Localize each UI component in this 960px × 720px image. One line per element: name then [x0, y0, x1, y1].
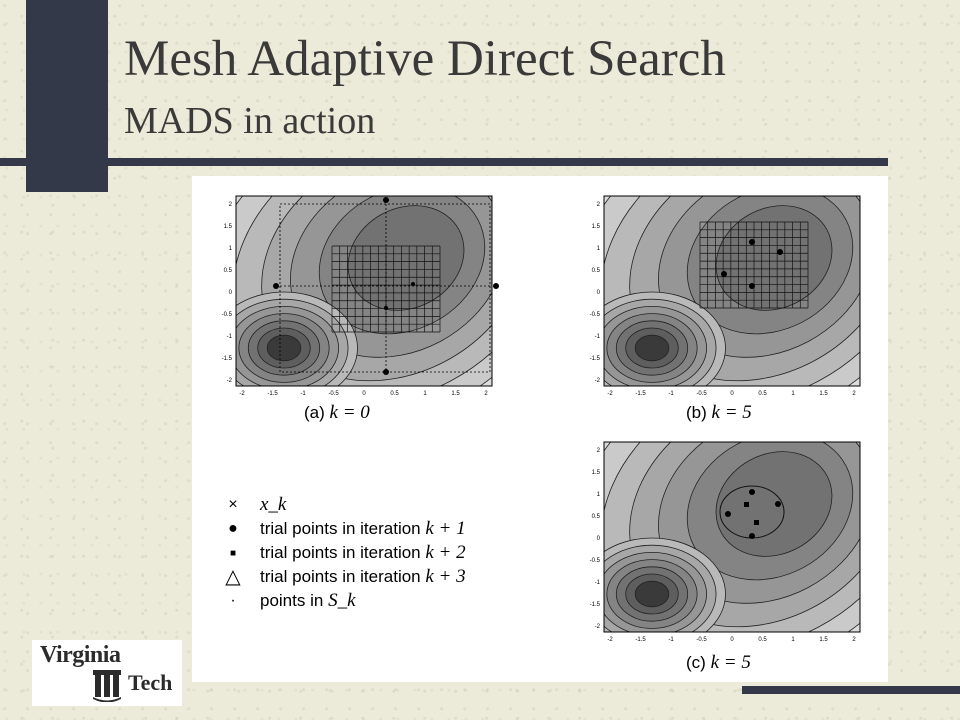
x-tick-label: 2 [852, 391, 856, 397]
y-tick-label: -1.5 [222, 356, 233, 362]
y-tick-label: 2 [597, 202, 601, 208]
trial-point [493, 283, 499, 289]
y-tick-label: 1 [597, 492, 601, 498]
y-tick-label: -0.5 [590, 312, 601, 318]
y-tick-label: 1 [229, 246, 233, 252]
triangle-icon: △ [225, 566, 241, 588]
x-tick-label: -1.5 [267, 391, 278, 397]
x-tick-label: 2 [484, 391, 488, 397]
y-tick-label: 2 [229, 202, 233, 208]
x-tick-label: 0.5 [758, 637, 767, 643]
y-tick-label: -1.5 [590, 356, 601, 362]
cross-icon: × [228, 496, 238, 513]
trial-point [775, 501, 781, 507]
x-tick-label: 1.5 [819, 637, 828, 643]
x-tick-label: -1.5 [635, 391, 646, 397]
y-tick-label: -1 [595, 580, 601, 586]
caption-a: (a) k = 0 [304, 402, 370, 423]
x-tick-label: -0.5 [328, 391, 339, 397]
y-tick-label: 0 [597, 290, 601, 296]
y-tick-label: -0.5 [222, 312, 233, 318]
trial-point [749, 533, 755, 539]
x-tick-label: -0.5 [696, 637, 707, 643]
y-tick-label: -1.5 [590, 602, 601, 608]
trial-point-k2 [744, 502, 749, 507]
panel-b: -2 -1.5 -1 -0.5 0 0.5 1 1.5 2 2 1.5 1 0.5 0 -0.5 -1 -1.5… [590, 195, 861, 397]
trial-point [725, 511, 731, 517]
y-tick-label: 0.5 [224, 268, 233, 274]
x-tick-label: 0 [730, 637, 734, 643]
y-tick-label: -0.5 [590, 558, 601, 564]
trial-point [721, 271, 727, 277]
y-tick-label: 1 [597, 246, 601, 252]
y-tick-label: -2 [595, 378, 601, 384]
x-tick-label: -2 [607, 391, 613, 397]
caption-c: (c) k = 5 [686, 652, 751, 673]
title-divider [0, 158, 888, 166]
y-tick-label: 2 [597, 448, 601, 454]
x-tick-label: 0 [362, 391, 366, 397]
panel-c: -2 -1.5 -1 -0.5 0 0.5 1 1.5 2 2 1.5 1 0.5 0 -0.5 -1 -1.5… [590, 441, 861, 643]
y-tick-label: 1.5 [224, 224, 233, 230]
trial-point [749, 489, 755, 495]
x-tick-label: 1.5 [819, 391, 828, 397]
x-tick-label: 1 [423, 391, 427, 397]
x-tick-label: 0.5 [758, 391, 767, 397]
y-tick-label: 0.5 [592, 268, 601, 274]
y-tick-label: 0 [229, 290, 233, 296]
x-tick-label: -2 [607, 637, 613, 643]
slide-subtitle: MADS in action [124, 100, 376, 142]
y-tick-label: 0 [597, 536, 601, 542]
filled-square-icon: ■ [229, 548, 237, 559]
trial-point-k2 [754, 520, 759, 525]
x-tick-label: 0.5 [390, 391, 399, 397]
trial-point [383, 197, 389, 203]
trial-point [383, 369, 389, 375]
slide-title: Mesh Adaptive Direct Search [124, 31, 726, 87]
trial-point [749, 239, 755, 245]
x-tick-label: -1 [668, 637, 674, 643]
trial-point [384, 306, 388, 310]
small-dot-icon: · [230, 592, 236, 609]
y-tick-label: 0.5 [592, 514, 601, 520]
y-tick-label: -1 [595, 334, 601, 340]
trial-point [749, 283, 755, 289]
y-tick-label: 1.5 [592, 224, 601, 230]
x-tick-label: 1 [791, 637, 795, 643]
x-tick-label: -1.5 [635, 637, 646, 643]
x-tick-label: -1 [300, 391, 306, 397]
trial-point [777, 249, 783, 255]
contour-plots: -2 -1.5 -1 -0.5 0 0.5 1 1.5 2 2 1.5 1 0.5 0 -0.5 -1 -1.5… [222, 195, 861, 643]
caption-b: (b) k = 5 [686, 402, 752, 423]
university-logo: Virginia Tech [32, 640, 182, 706]
x-tick-label: -1 [668, 391, 674, 397]
logo-mark-icon [93, 670, 121, 702]
y-tick-label: -2 [227, 378, 233, 384]
y-tick-label: -2 [595, 624, 601, 630]
panel-a: -2 -1.5 -1 -0.5 0 0.5 1 1.5 2 2 1.5 1 0.5 0 -0.5 -1 -1.5… [222, 195, 499, 397]
x-tick-label: -0.5 [696, 391, 707, 397]
figure-area: -2 -1.5 -1 -0.5 0 0.5 1 1.5 2 2 1.5 1 0.5 0 -0.5 -1 -1.5… [192, 176, 888, 682]
x-tick-label: 2 [852, 637, 856, 643]
x-tick-label: 0 [730, 391, 734, 397]
poll-frame [279, 203, 491, 373]
x-tick-label: 1.5 [451, 391, 460, 397]
trial-point [411, 282, 415, 286]
y-tick-label: 1.5 [592, 470, 601, 476]
y-tick-label: -1 [227, 334, 233, 340]
x-tick-label: 1 [791, 391, 795, 397]
trial-point [273, 283, 279, 289]
x-tick-label: -2 [239, 391, 245, 397]
filled-circle-icon: ● [228, 520, 238, 537]
footer-divider [742, 686, 960, 694]
